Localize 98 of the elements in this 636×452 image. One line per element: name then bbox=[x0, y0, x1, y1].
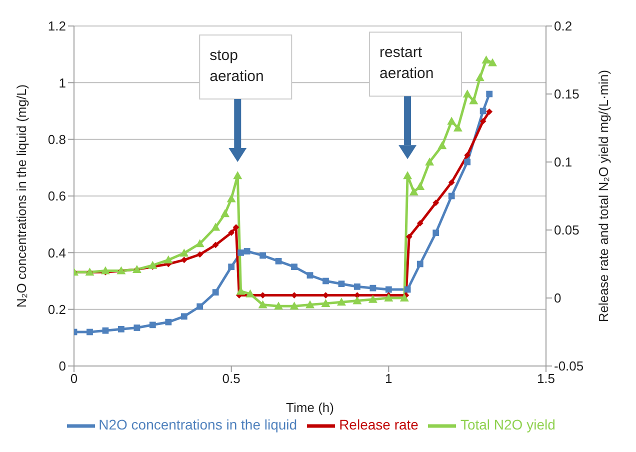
point bbox=[196, 303, 204, 310]
y2-tick-label: 0.1 bbox=[554, 154, 572, 170]
y-axis-title: N₂O concentrations in the liquid (mg/L) bbox=[14, 84, 29, 308]
point bbox=[228, 264, 235, 270]
point bbox=[447, 116, 456, 125]
point bbox=[425, 158, 434, 166]
point bbox=[406, 234, 412, 240]
point bbox=[488, 58, 498, 66]
x-tick-label: 1 bbox=[385, 371, 392, 386]
point bbox=[462, 90, 472, 98]
point bbox=[226, 194, 236, 202]
point bbox=[233, 171, 242, 180]
y2-tick-label: 0.15 bbox=[554, 86, 580, 102]
point bbox=[196, 251, 204, 258]
point bbox=[244, 248, 250, 254]
point bbox=[469, 96, 478, 104]
point bbox=[384, 294, 394, 302]
x-axis-title: Time (h) bbox=[286, 400, 334, 415]
point bbox=[180, 313, 188, 320]
point bbox=[260, 252, 266, 259]
legend-label: Release rate bbox=[339, 416, 418, 433]
point bbox=[352, 296, 362, 304]
note-box: restart aeration bbox=[369, 32, 462, 97]
point bbox=[321, 298, 330, 307]
y2-tick-label: 0.2 bbox=[554, 18, 572, 34]
point bbox=[274, 302, 284, 310]
point bbox=[258, 300, 268, 308]
point bbox=[416, 220, 424, 226]
point bbox=[306, 272, 314, 279]
point bbox=[148, 260, 158, 269]
y2-tick-label: 0 bbox=[554, 290, 562, 306]
point bbox=[416, 182, 425, 190]
point bbox=[228, 230, 235, 236]
note-box: stop aeration bbox=[199, 34, 292, 100]
point bbox=[432, 200, 440, 206]
point bbox=[475, 73, 484, 82]
point bbox=[403, 171, 412, 180]
point bbox=[486, 108, 493, 115]
point bbox=[118, 326, 124, 332]
point bbox=[368, 294, 378, 303]
point bbox=[338, 280, 345, 288]
point bbox=[448, 192, 455, 200]
point bbox=[480, 108, 486, 114]
point bbox=[464, 152, 471, 158]
y-tick-label: 1 bbox=[58, 75, 66, 90]
point bbox=[220, 209, 230, 218]
point bbox=[195, 239, 204, 248]
point bbox=[164, 255, 173, 264]
point bbox=[306, 300, 314, 308]
y-tick-label: 0 bbox=[58, 358, 66, 374]
legend-label: N2O concentrations in the liquid bbox=[98, 416, 298, 433]
point bbox=[212, 242, 219, 248]
point bbox=[100, 266, 110, 274]
point bbox=[180, 248, 189, 257]
point bbox=[370, 284, 376, 292]
point bbox=[290, 302, 299, 310]
point bbox=[464, 158, 471, 166]
point bbox=[211, 222, 220, 231]
y-tick-label: 1.2 bbox=[48, 18, 66, 34]
x-tick-label: 1.5 bbox=[536, 371, 556, 386]
x-tick-label: 0 bbox=[70, 371, 78, 386]
y2-tick-label: 0.05 bbox=[554, 222, 580, 238]
point bbox=[482, 56, 491, 64]
point bbox=[480, 118, 486, 124]
legend-label: Total N2O yield bbox=[460, 416, 556, 433]
y-tick-label: 0.8 bbox=[48, 132, 66, 147]
y-tick-label: 0.2 bbox=[48, 302, 66, 317]
y2-axis-title: Release rate and total N₂O yield mg/(L·min) bbox=[596, 70, 611, 322]
annotation: stop aeration bbox=[210, 47, 264, 85]
point bbox=[180, 256, 188, 264]
point bbox=[486, 90, 493, 98]
annotation: restart aeration bbox=[380, 44, 434, 82]
x-tick-label: 0.5 bbox=[222, 371, 240, 386]
y-tick-label: 0.4 bbox=[48, 245, 66, 260]
point bbox=[416, 260, 424, 268]
point bbox=[246, 289, 255, 298]
point bbox=[238, 249, 244, 256]
point bbox=[275, 258, 282, 264]
point bbox=[86, 328, 93, 336]
point bbox=[453, 124, 462, 132]
point bbox=[438, 141, 447, 150]
point bbox=[165, 318, 172, 326]
point bbox=[291, 264, 298, 270]
point bbox=[102, 327, 109, 334]
point bbox=[232, 224, 240, 230]
point bbox=[149, 322, 156, 328]
point bbox=[400, 294, 409, 302]
point bbox=[212, 289, 219, 296]
point bbox=[134, 324, 140, 331]
point bbox=[409, 187, 418, 196]
y-tick-label: 0.6 bbox=[48, 188, 66, 204]
point bbox=[385, 286, 392, 293]
point bbox=[336, 298, 346, 306]
point bbox=[432, 230, 440, 236]
point bbox=[448, 179, 455, 186]
y2-tick-label: -0.05 bbox=[554, 358, 584, 374]
point bbox=[354, 283, 360, 290]
point bbox=[322, 278, 329, 284]
